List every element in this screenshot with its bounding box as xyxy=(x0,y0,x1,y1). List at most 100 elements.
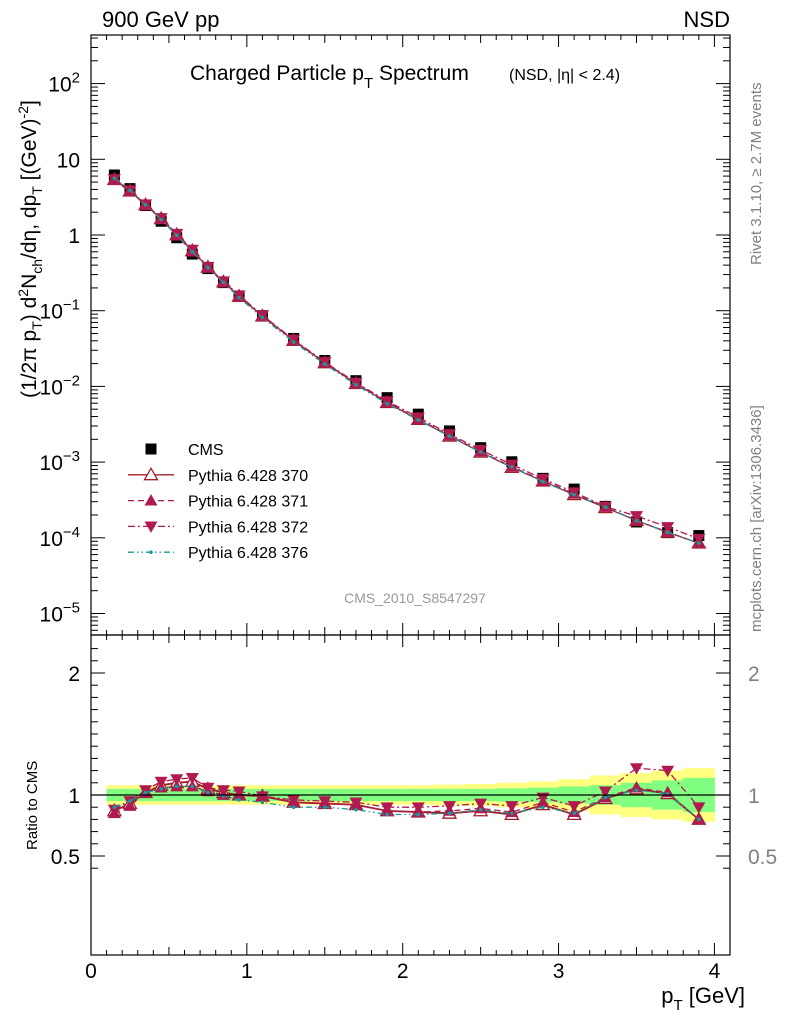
ratio-point xyxy=(216,785,230,797)
x-tick-label: 1 xyxy=(241,960,253,983)
x-tick-label: 3 xyxy=(553,960,565,983)
main-point xyxy=(541,479,545,484)
main-y-tick-label: 10 xyxy=(57,149,80,172)
main-point xyxy=(322,362,327,366)
header-left: 900 GeV pp xyxy=(102,7,219,32)
ratio-point xyxy=(260,800,265,805)
ratio-point xyxy=(159,787,163,791)
ratio-point xyxy=(661,765,675,778)
main-series xyxy=(106,169,707,549)
main-point xyxy=(661,522,675,534)
main-point xyxy=(572,492,576,497)
ratio-y-axis-title: Ratio to CMS xyxy=(24,761,41,850)
legend-marker xyxy=(143,466,159,481)
legend-marker xyxy=(144,521,158,533)
ratio-point xyxy=(190,784,195,789)
main-point xyxy=(112,176,117,181)
ratio-point xyxy=(629,763,643,775)
legend-label: Pythia 6.428 370 xyxy=(188,468,308,485)
main-point xyxy=(478,450,483,454)
legend-marker xyxy=(144,494,158,506)
main-line-2 xyxy=(113,179,700,544)
main-line-3 xyxy=(113,178,700,540)
ratio-y-tick-label-right: 1 xyxy=(748,785,760,808)
ratio-point xyxy=(541,805,545,809)
ratio-y-tick-label-right: 0.5 xyxy=(748,846,777,869)
analysis-watermark: CMS_2010_S8547297 xyxy=(344,590,486,606)
ratio-point xyxy=(478,807,483,812)
ratio-point xyxy=(474,798,488,811)
ratio-line-1 xyxy=(114,785,700,820)
main-point xyxy=(697,541,701,545)
legend-entry-4: Pythia 6.428 376 xyxy=(128,545,308,562)
main-y-tick-label: 102 xyxy=(48,70,80,97)
ratio-point xyxy=(322,805,327,809)
ratio-point xyxy=(206,790,210,795)
main-series-3 xyxy=(107,174,706,546)
legend-label: CMS xyxy=(188,442,224,459)
legend-entry-0: CMS xyxy=(145,442,224,459)
ratio-point xyxy=(112,805,117,809)
legend-label: Pythia 6.428 372 xyxy=(188,519,308,536)
main-series-1 xyxy=(106,171,707,549)
ratio-point xyxy=(629,781,643,793)
main-point xyxy=(380,396,394,408)
main-line-4 xyxy=(113,177,700,544)
main-point xyxy=(128,188,132,193)
main-point xyxy=(354,382,358,387)
main-point xyxy=(221,280,226,285)
main-point xyxy=(411,412,425,424)
main-y-tick-label: 10−1 xyxy=(40,297,80,324)
ratio-y-tick-label: 0.5 xyxy=(51,846,80,869)
main-point xyxy=(385,401,389,406)
main-point xyxy=(206,265,210,270)
ratio-point xyxy=(354,807,358,812)
main-point xyxy=(174,233,179,238)
main-series-4 xyxy=(112,176,701,545)
ratio-point xyxy=(255,791,269,803)
main-point xyxy=(416,418,421,422)
plot-title-qualifier: (NSD, |η| < 2.4) xyxy=(509,67,620,84)
main-plot-frame xyxy=(90,34,731,636)
main-point xyxy=(536,474,550,486)
ratio-y-tick-label: 1 xyxy=(68,785,80,808)
ratio-point xyxy=(510,811,514,816)
mcplots-label: mcplots.cern.ch [arXiv:1306.3436] xyxy=(748,405,765,632)
main-point xyxy=(260,315,265,320)
ratio-point xyxy=(291,805,296,809)
ratio-line-2 xyxy=(114,767,700,811)
ratio-point xyxy=(232,786,246,798)
main-point xyxy=(510,465,514,469)
legend-marker xyxy=(145,443,157,455)
main-point xyxy=(603,505,608,509)
ratio-point xyxy=(154,776,168,789)
ratio-point xyxy=(380,802,394,814)
ratio-point xyxy=(505,801,519,813)
main-series-2 xyxy=(107,173,706,549)
x-tick-label: 0 xyxy=(85,960,97,983)
ratio-point xyxy=(107,804,121,817)
ratio-point xyxy=(170,774,184,786)
main-point xyxy=(159,217,163,222)
x-axis-title: pT [GeV] xyxy=(661,983,745,1014)
ratio-point xyxy=(185,773,199,785)
ratio-series xyxy=(106,763,707,825)
legend-label: Pythia 6.428 371 xyxy=(188,494,308,511)
main-point xyxy=(634,518,639,523)
main-point xyxy=(190,249,195,254)
ratio-y-tick-label-right: 2 xyxy=(748,663,760,686)
main-y-axis-title: (1/2π pT) d2Nch/dη, dpT [(GeV)-2] xyxy=(15,100,45,398)
legend-label: Pythia 6.428 376 xyxy=(188,545,308,562)
main-y-tick-label: 1 xyxy=(68,225,80,248)
main-y-tick-label: 10−5 xyxy=(40,600,80,627)
legend-entry-3: Pythia 6.428 372 xyxy=(128,519,308,536)
main-point xyxy=(629,511,643,523)
main-point xyxy=(665,530,670,535)
ratio-point xyxy=(442,801,456,813)
legend-entry-2: Pythia 6.428 371 xyxy=(128,494,308,511)
ratio-point xyxy=(603,795,608,800)
main-point xyxy=(692,533,706,546)
ratio-point xyxy=(634,788,639,792)
main-line-1 xyxy=(113,179,700,544)
